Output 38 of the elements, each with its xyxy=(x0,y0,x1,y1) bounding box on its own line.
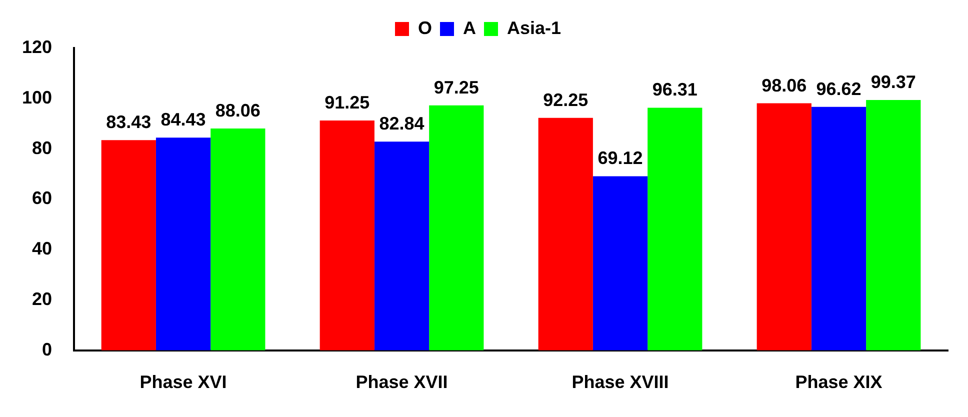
y-tick-label: 100 xyxy=(22,87,52,108)
bar xyxy=(538,118,593,350)
legend-label: Asia-1 xyxy=(506,18,562,38)
legend-label: O xyxy=(418,18,432,38)
bar xyxy=(811,106,866,350)
bar xyxy=(592,176,648,350)
y-tick-label: 60 xyxy=(32,188,52,208)
y-tick-label: 120 xyxy=(22,36,52,57)
data-label: 82.84 xyxy=(379,114,424,134)
legend-label: A xyxy=(462,18,476,38)
data-label: 99.37 xyxy=(870,72,916,92)
data-label: 96.62 xyxy=(816,78,862,99)
bar xyxy=(866,100,921,350)
bar xyxy=(374,142,430,350)
bar xyxy=(101,140,156,350)
bar xyxy=(320,120,374,350)
bar xyxy=(756,103,812,350)
data-label: 84.43 xyxy=(160,110,206,130)
data-label: 98.06 xyxy=(762,75,807,96)
x-tick-label: Phase XVII xyxy=(356,372,448,392)
y-tick-label: 0 xyxy=(42,339,52,360)
data-label: 88.06 xyxy=(215,100,260,120)
x-tick-label: Phase XIX xyxy=(795,372,882,392)
data-label: 97.25 xyxy=(434,77,479,98)
bar xyxy=(429,105,484,350)
x-tick-label: Phase XVIII xyxy=(572,372,669,392)
bar xyxy=(648,108,702,350)
bar xyxy=(156,138,211,350)
data-label: 91.25 xyxy=(324,92,370,112)
bar xyxy=(210,128,266,350)
y-tick-label: 40 xyxy=(32,238,52,259)
y-tick-label: 80 xyxy=(32,138,52,158)
data-label: 83.43 xyxy=(106,112,152,132)
y-tick-label: 20 xyxy=(32,288,52,309)
x-tick-label: Phase XVI xyxy=(140,372,227,392)
data-label: 96.31 xyxy=(652,80,698,100)
data-label: 69.12 xyxy=(598,148,643,168)
data-label: 92.25 xyxy=(543,90,588,110)
